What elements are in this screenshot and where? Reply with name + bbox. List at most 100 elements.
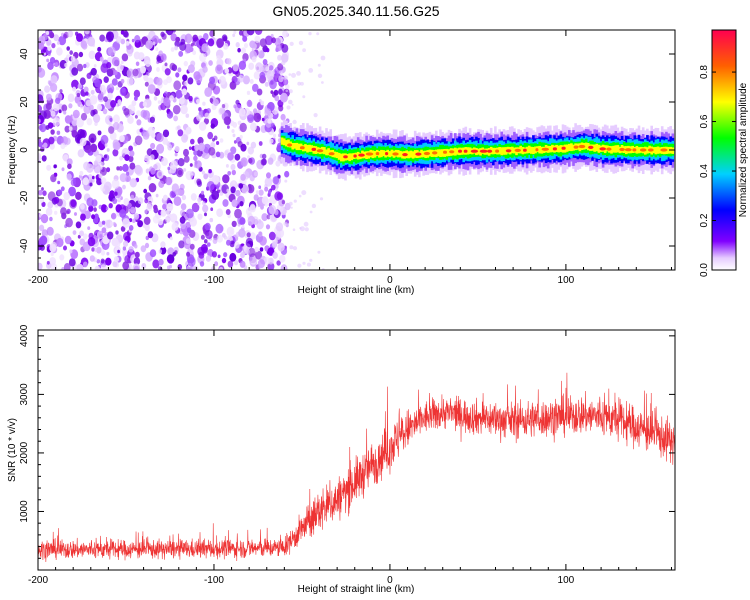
ridge-band xyxy=(373,151,377,158)
noise-blob xyxy=(211,175,220,185)
noise-blob xyxy=(61,167,65,172)
noise-blob xyxy=(115,230,119,235)
noise-blob xyxy=(64,115,72,124)
colorbar xyxy=(712,30,736,270)
noise-blob xyxy=(185,113,190,118)
noise-blob xyxy=(231,199,238,208)
noise-blob xyxy=(42,49,46,53)
noise-blob xyxy=(183,148,189,157)
noise-blob xyxy=(222,174,230,184)
noise-blob xyxy=(155,47,159,52)
noise-blob xyxy=(83,86,89,93)
ridge-band xyxy=(447,149,451,157)
noise-blob xyxy=(276,260,281,266)
ridge-band xyxy=(291,143,294,150)
noise-blob xyxy=(107,92,113,100)
noise-blob xyxy=(50,129,55,135)
noise-blob xyxy=(221,104,226,109)
noise-blob xyxy=(248,247,256,258)
noise-blob xyxy=(233,30,237,35)
noise-blob xyxy=(156,56,162,62)
noise-blob xyxy=(200,243,208,253)
noise-blob xyxy=(186,227,192,234)
noise-blob xyxy=(225,164,229,168)
noise-blob xyxy=(94,248,98,253)
noise-blob xyxy=(232,121,238,128)
noise-blob xyxy=(202,204,209,213)
noise-blob xyxy=(170,47,175,52)
noise-blob xyxy=(115,86,119,91)
noise-blob xyxy=(46,260,50,265)
noise-blob xyxy=(150,142,156,150)
ridge-peak xyxy=(415,152,422,156)
noise-blob xyxy=(99,56,104,62)
noise-blob xyxy=(275,44,282,52)
noise-blob xyxy=(175,167,184,178)
noise-blob xyxy=(284,179,288,183)
ridge-peak xyxy=(523,148,527,152)
ridge-peak xyxy=(358,153,365,157)
noise-blob xyxy=(107,46,116,57)
noise-blob xyxy=(67,30,74,38)
noise-blob xyxy=(187,77,194,85)
noise-blob xyxy=(42,190,47,196)
noise-blob xyxy=(283,79,289,86)
noise-blob xyxy=(179,42,187,51)
noise-blob xyxy=(106,148,110,152)
noise-blob xyxy=(264,81,269,87)
ridge-band xyxy=(314,146,318,154)
noise-blob xyxy=(64,137,71,145)
x-tick-label: -100 xyxy=(204,575,224,586)
noise-blob xyxy=(273,89,279,96)
noise-blob xyxy=(46,164,52,171)
noise-blob xyxy=(103,76,109,83)
ridge-band xyxy=(454,147,457,156)
noise-blob xyxy=(239,135,243,139)
noise-blob xyxy=(71,67,79,76)
noise-blob xyxy=(76,117,84,128)
ridge-band xyxy=(350,153,354,161)
noise-blob xyxy=(112,260,118,268)
noise-blob xyxy=(158,172,162,177)
ridge-band xyxy=(456,148,459,155)
ridge-band xyxy=(411,151,415,159)
noise-blob xyxy=(255,62,263,73)
ridge-band xyxy=(399,150,402,158)
noise-blob xyxy=(266,48,270,53)
noise-blob xyxy=(132,218,136,223)
noise-blob xyxy=(187,64,195,73)
noise-blob xyxy=(153,204,158,210)
noise-blob xyxy=(230,163,236,171)
noise-blob xyxy=(173,80,182,91)
noise-blob xyxy=(42,33,48,41)
spectrogram-frame xyxy=(37,29,676,271)
noise-blob xyxy=(146,203,153,212)
noise-blob xyxy=(49,31,55,39)
snr-ylabel: SNR (10 * v/v) xyxy=(7,418,18,482)
noise-blob xyxy=(196,114,202,122)
noise-blob xyxy=(115,103,119,108)
noise-blob xyxy=(191,202,200,213)
noise-blob xyxy=(162,137,169,145)
noise-blob xyxy=(153,164,158,170)
noise-blob xyxy=(94,265,100,270)
noise-blob xyxy=(130,194,135,200)
noise-blob xyxy=(126,77,134,86)
noise-blob xyxy=(235,189,241,197)
noise-blob xyxy=(245,249,250,255)
noise-blob xyxy=(222,199,229,207)
noise-blob xyxy=(144,81,149,87)
noise-blob xyxy=(212,138,215,142)
colorbar-tick-label: 0.4 xyxy=(699,164,710,178)
noise-blob xyxy=(98,221,103,228)
noise-blob xyxy=(251,56,257,63)
noise-blob xyxy=(196,99,200,104)
noise-blob xyxy=(48,136,55,145)
noise-blob xyxy=(100,258,105,264)
noise-blob xyxy=(234,153,241,161)
noise-blob xyxy=(91,247,95,252)
noise-blob xyxy=(183,81,188,87)
noise-blob xyxy=(202,101,206,106)
ridge-band xyxy=(365,151,368,159)
noise-blob xyxy=(118,166,123,171)
